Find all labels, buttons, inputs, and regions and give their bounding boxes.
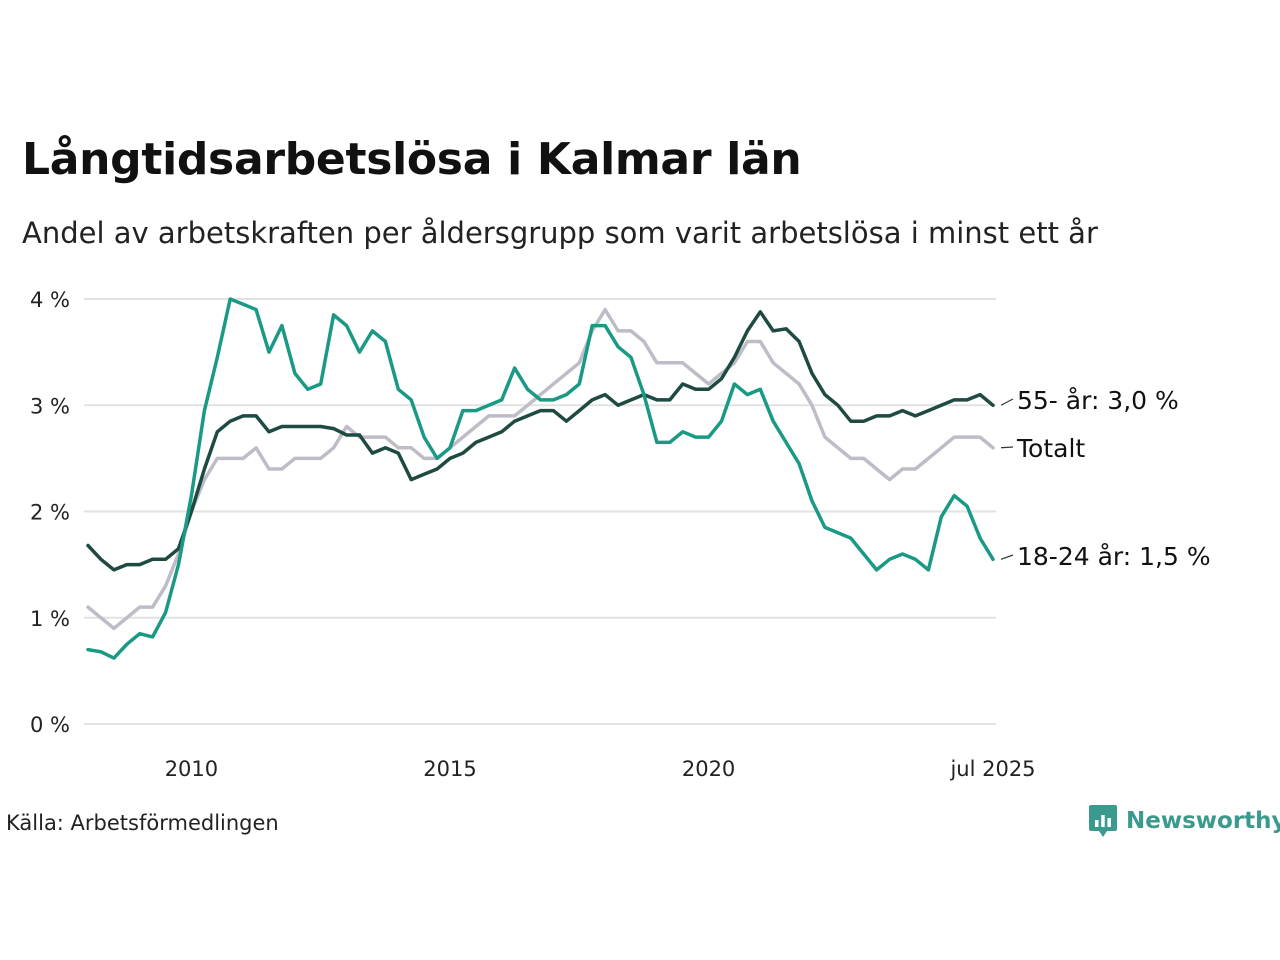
series-line [86, 297, 995, 660]
series-label: 18-24 år: 1,5 % [1017, 542, 1211, 571]
brand-name: Newsworthy [1126, 808, 1280, 834]
series-label: 55- år: 3,0 % [1017, 386, 1179, 415]
y-tick-label: 0 % [30, 713, 70, 737]
chart-subtitle: Andel av arbetskraften per åldersgrupp s… [22, 216, 1098, 250]
y-tick-label: 1 % [30, 607, 70, 631]
series-line [86, 307, 995, 631]
y-tick-label: 3 % [30, 394, 70, 418]
x-axis: 2010 2015 2020 jul 2025 [165, 757, 1036, 781]
newsworthy-logo-icon [1089, 805, 1117, 837]
chart-title: Långtidsarbetslösa i Kalmar län [22, 134, 802, 185]
label-connector [1000, 446, 1014, 449]
x-tick-label: 2010 [165, 757, 218, 781]
series-layer [86, 297, 995, 660]
grid-layer [84, 298, 996, 725]
brand-logo: Newsworthy [1088, 803, 1280, 839]
series-label: Totalt [1016, 434, 1085, 463]
label-connector [1000, 398, 1014, 406]
series-labels: Totalt 55- år: 3,0 % 18-24 år: 1,5 % [1000, 386, 1211, 571]
x-tick-label: 2020 [682, 757, 735, 781]
source-note: Källa: Arbetsförmedlingen [6, 811, 279, 835]
x-tick-label: 2015 [423, 757, 476, 781]
y-tick-label: 4 % [30, 288, 70, 312]
y-tick-label: 2 % [30, 501, 70, 525]
series-line [86, 310, 995, 572]
x-tick-label: jul 2025 [949, 757, 1035, 781]
label-connector [1000, 554, 1014, 560]
y-axis: 0 % 1 % 2 % 3 % 4 % [30, 288, 70, 737]
